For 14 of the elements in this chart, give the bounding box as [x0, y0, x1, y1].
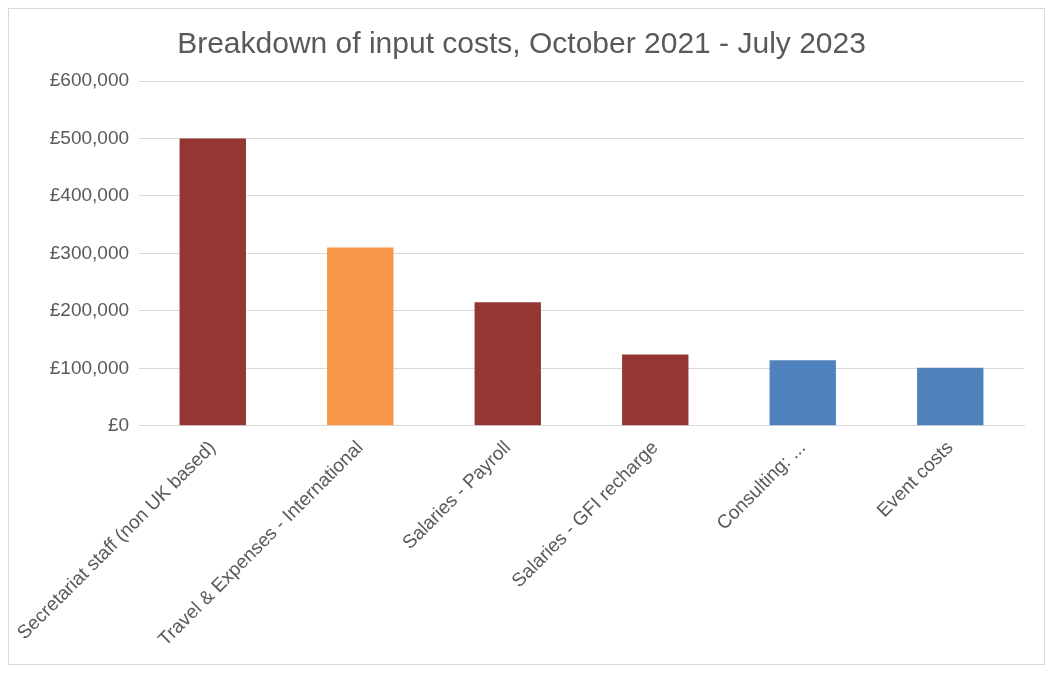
bar: [474, 302, 541, 426]
y-tick-label: £100,000: [49, 356, 130, 378]
y-tick-label: £300,000: [49, 241, 130, 263]
bar: [769, 360, 836, 426]
bar: [179, 138, 246, 426]
chart-title: Breakdown of input costs, October 2021 - July 2023: [177, 26, 866, 60]
y-tick-label: £600,000: [49, 69, 130, 91]
y-tick-label: £400,000: [49, 184, 130, 206]
y-tick-label: £0: [107, 413, 130, 435]
bar: [917, 367, 984, 426]
y-tick-label: £200,000: [49, 299, 130, 321]
y-tick-label: £500,000: [49, 126, 130, 148]
bar: [327, 247, 394, 426]
bar: [622, 354, 689, 426]
